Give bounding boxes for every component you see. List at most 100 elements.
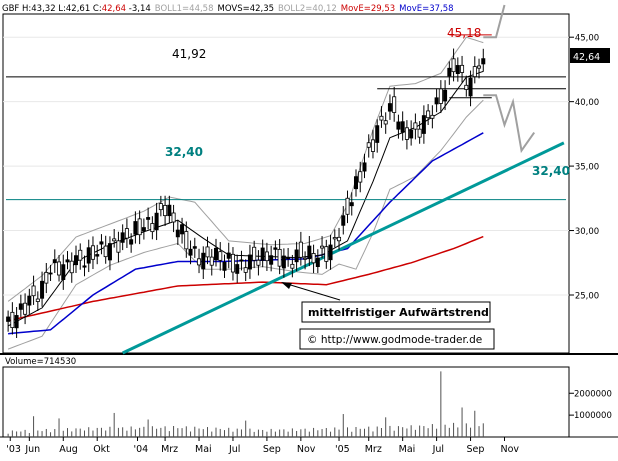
candle-body: [18, 303, 23, 310]
x-tick-label: Sep: [467, 444, 485, 455]
candle-body: [192, 246, 197, 249]
candle-body: [443, 89, 448, 102]
candle-body: [95, 254, 100, 257]
header-movs: MOVS=42,35: [218, 4, 275, 14]
candle-body: [294, 249, 299, 263]
candle-body: [337, 236, 342, 242]
resistance-label: 41,92: [172, 47, 206, 61]
candle-body: [366, 142, 371, 148]
candle-body: [40, 280, 45, 299]
candle-body: [260, 247, 265, 261]
y-tick-label: 40,00: [575, 98, 599, 108]
candle-body: [349, 202, 354, 207]
candle-body: [184, 231, 189, 250]
candle-body: [273, 247, 278, 250]
candle-body: [464, 84, 469, 90]
forecast-top: [483, 4, 506, 39]
header-move-red: MovE=29,53: [341, 4, 395, 14]
candle-body: [451, 58, 456, 73]
x-tick-label: Mai: [399, 444, 416, 455]
candle-body: [137, 218, 142, 236]
candle-body: [409, 129, 414, 139]
x-tick-label: '05: [335, 444, 350, 455]
candle-body: [311, 253, 316, 264]
candle-body: [430, 114, 435, 119]
candle-body: [387, 103, 392, 112]
candle-body: [370, 139, 375, 152]
candle-body: [124, 228, 129, 239]
y-tick-label: 45,00: [575, 34, 599, 44]
candle-body: [375, 125, 380, 143]
price-tag-box: [570, 48, 610, 63]
header-boll2: BOLL2=40,12: [278, 4, 337, 14]
grid: [3, 36, 569, 296]
candle-body: [78, 249, 83, 261]
candle-body: [455, 65, 460, 74]
candle-body: [158, 203, 163, 211]
candle-body: [52, 259, 57, 264]
candle-body: [107, 243, 112, 261]
header-change: -3,14: [129, 4, 151, 14]
candle-body: [129, 239, 134, 245]
candle-body: [298, 241, 303, 258]
candle-body: [116, 240, 121, 253]
candle-body: [99, 241, 104, 245]
x-tick-label: Jun: [24, 444, 40, 455]
candle-body: [383, 120, 388, 125]
trend-label: mittelfristiger Aufwärtstrend: [308, 306, 489, 319]
candle-body: [252, 246, 257, 261]
x-tick-label: Nov: [500, 444, 519, 455]
candle-body: [341, 215, 346, 226]
candle-body: [61, 264, 66, 280]
candle-body: [269, 255, 274, 265]
x-tick-label: '03: [6, 444, 21, 455]
candle-body: [154, 212, 159, 231]
candle-body: [421, 115, 426, 134]
candle-body: [103, 245, 108, 258]
x-tick-label: Jul: [432, 444, 444, 455]
candle-body: [44, 271, 49, 284]
candle-body: [320, 245, 325, 249]
x-tick-label: Okt: [93, 444, 110, 455]
candles: [6, 48, 486, 338]
candle-body: [404, 127, 409, 140]
candle-body: [175, 229, 180, 238]
candle-body: [481, 58, 486, 65]
movs-line: [7, 70, 484, 327]
x-tick-label: Nov: [297, 444, 316, 455]
copyright-box: [299, 328, 495, 350]
high-label: 45,18: [447, 26, 481, 40]
candle-body: [413, 122, 418, 130]
candle-body: [315, 257, 320, 267]
candle-body: [281, 255, 286, 269]
header-boll1: BOLL1=44,58: [155, 4, 214, 14]
candle-body: [74, 255, 79, 266]
candle-body: [239, 259, 244, 262]
candle-body: [205, 246, 210, 258]
candle-body: [65, 259, 70, 263]
trend-arrow-line: [283, 282, 341, 301]
candle-body: [243, 267, 248, 273]
x-tick-label: Aug: [59, 444, 78, 455]
candle-body: [447, 67, 452, 77]
forecast-lines: [483, 4, 536, 154]
forecast-bottom: [483, 94, 536, 154]
candle-body: [150, 223, 155, 233]
candle-body: [222, 261, 227, 271]
candle-body: [247, 254, 252, 270]
x-tick-label: Sep: [263, 444, 281, 455]
candle-body: [472, 66, 477, 78]
candle-body: [358, 171, 363, 183]
candle-body: [379, 115, 384, 121]
candle-body: [14, 315, 19, 329]
candle-body: [23, 302, 28, 315]
candle-body: [426, 110, 431, 119]
candle-body: [188, 248, 193, 256]
candle-body: [303, 257, 308, 260]
bollinger-upper: [7, 36, 484, 302]
candle-body: [31, 285, 36, 297]
y-tick-label: 25,00: [575, 291, 599, 301]
candle-body: [112, 238, 117, 242]
copyright-text: © http://www.godmode-trader.de: [307, 334, 482, 346]
candle-body: [163, 204, 168, 217]
